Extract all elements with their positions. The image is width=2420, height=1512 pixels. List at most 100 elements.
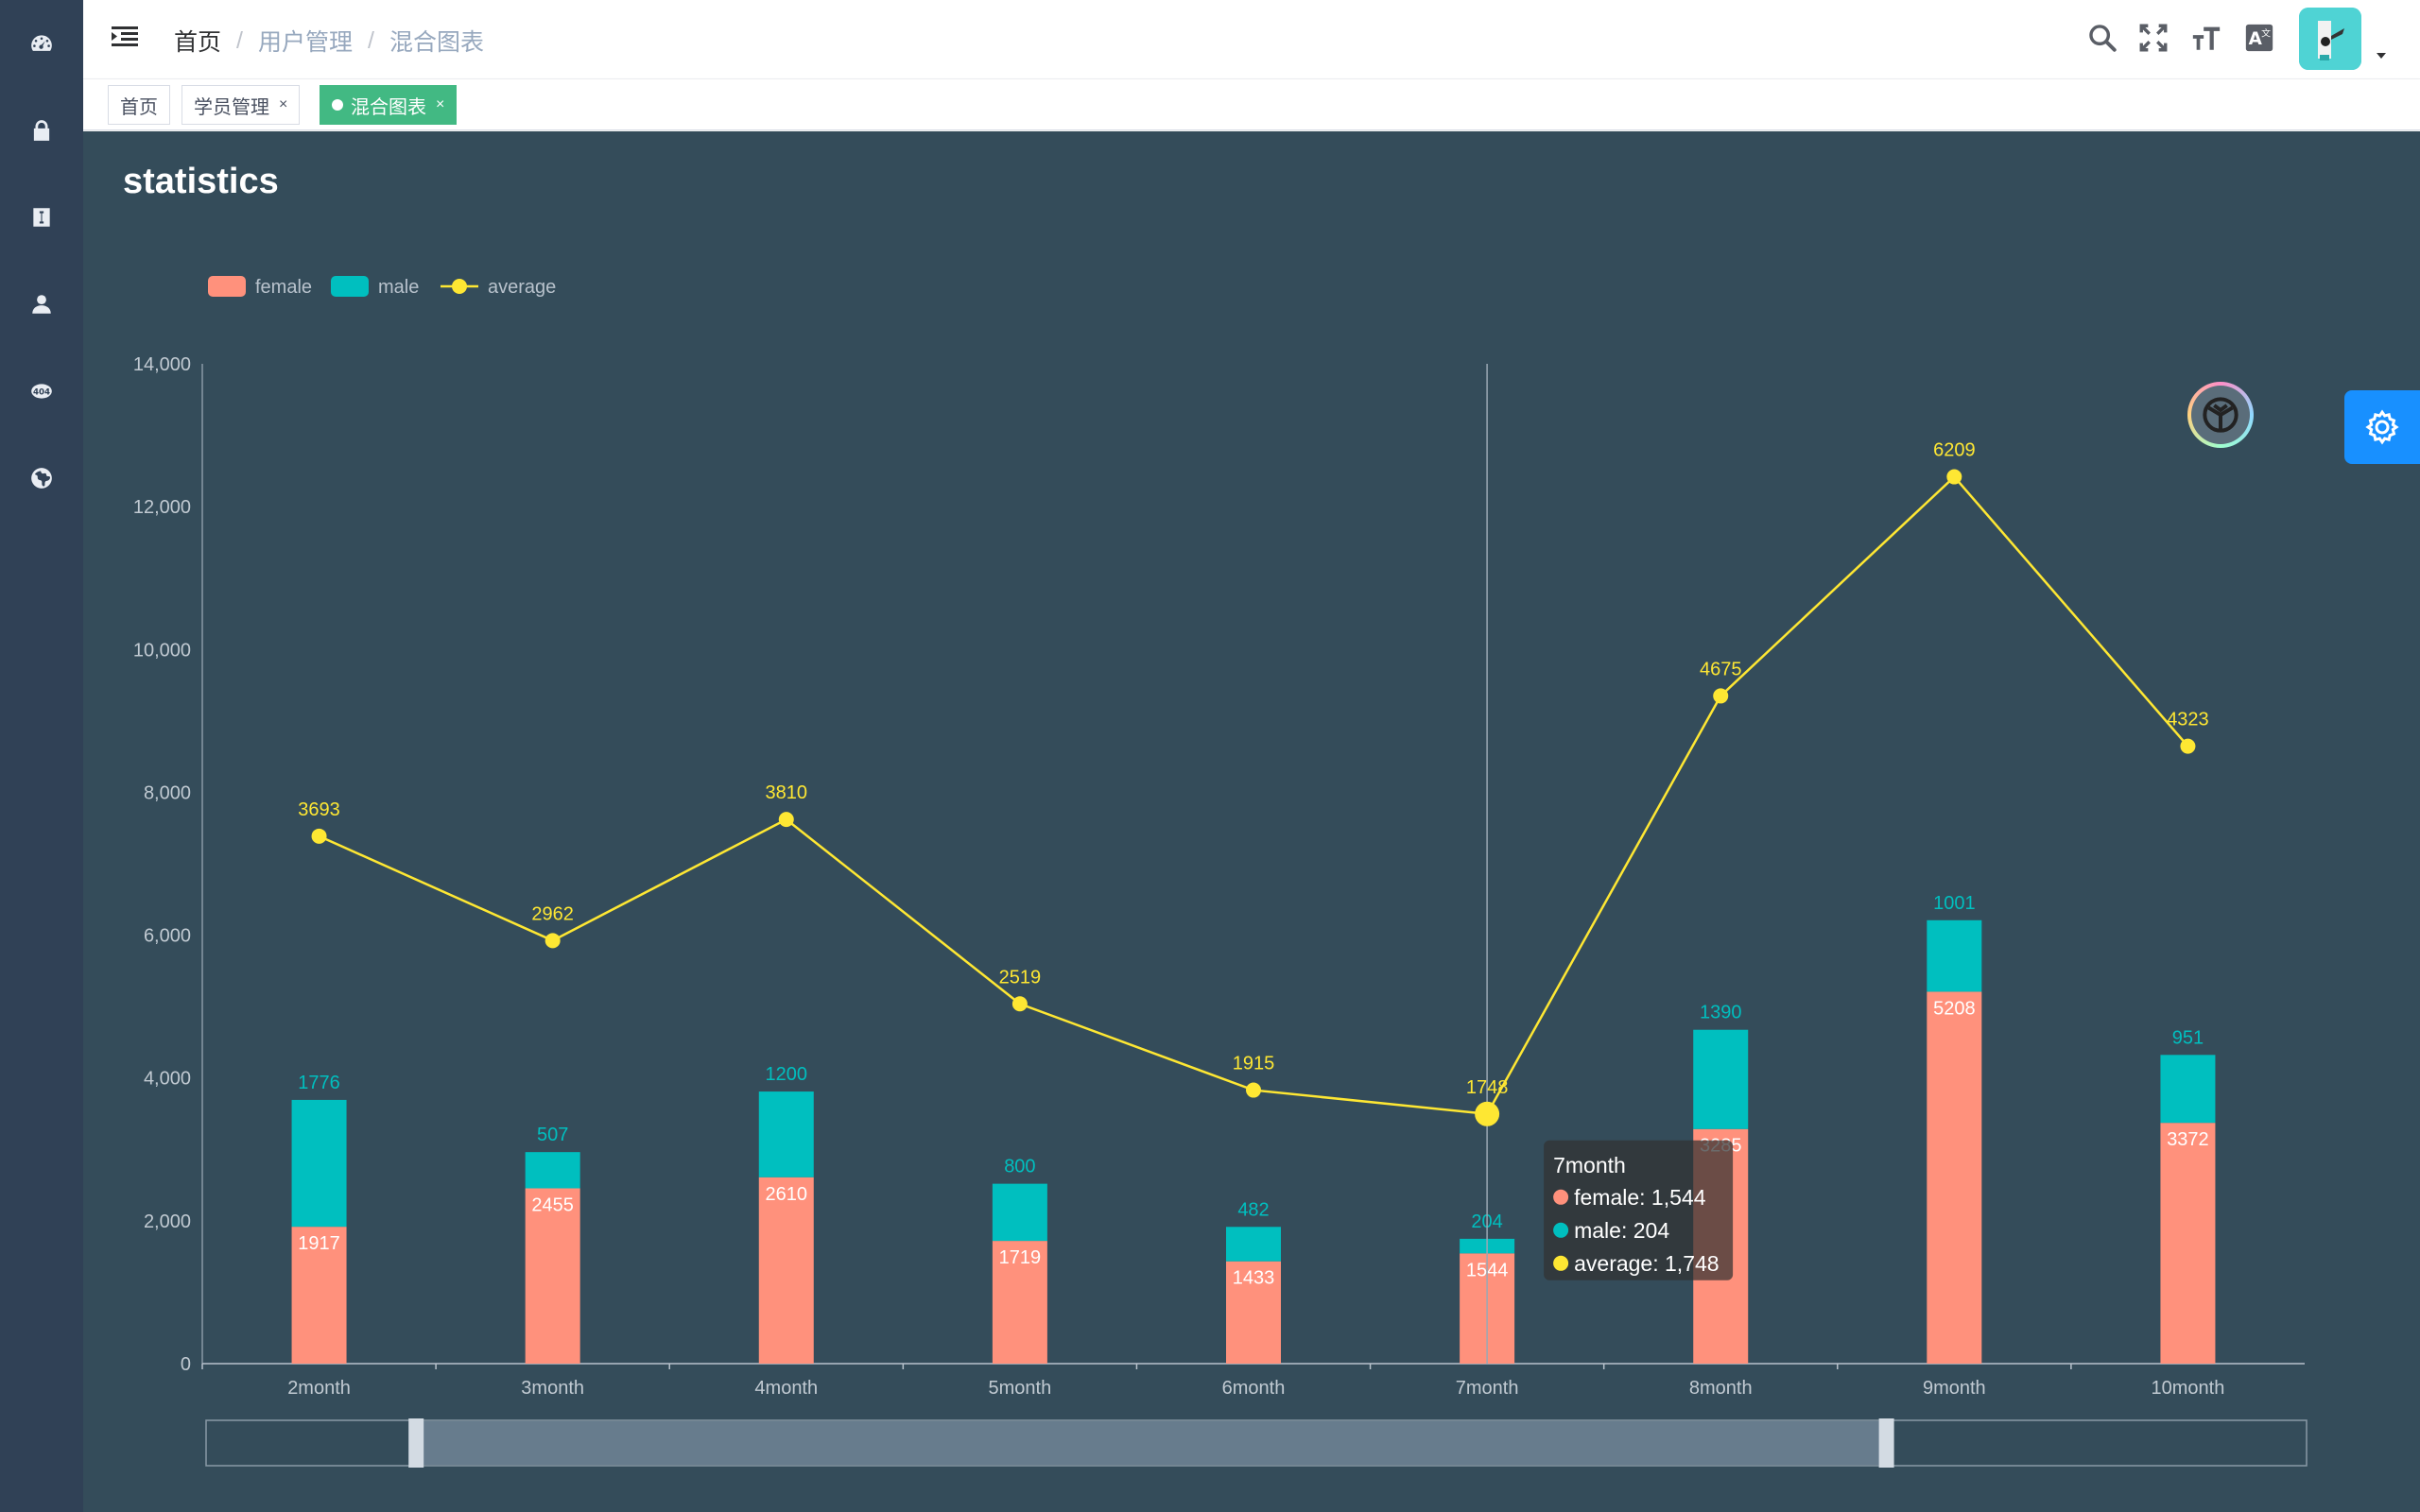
svg-text:A: A <box>2249 29 2263 49</box>
tooltip-row: male: 204 <box>1574 1218 1669 1243</box>
tooltip-row: female: 1,544 <box>1574 1185 1706 1210</box>
tag-label: 学员管理 <box>194 96 269 118</box>
legend-label-male: male <box>378 277 419 298</box>
bar-label-male: 1200 <box>766 1064 808 1085</box>
bar-female[interactable] <box>1927 991 1982 1364</box>
bar-label-male: 482 <box>1237 1199 1269 1220</box>
bar-label-male: 800 <box>1004 1157 1035 1177</box>
hamburger-icon[interactable] <box>108 21 142 55</box>
bar-label-female: 5208 <box>1933 998 1976 1019</box>
breadcrumb-separator: / <box>236 26 243 54</box>
average-point[interactable] <box>544 933 561 949</box>
legend-marker-average[interactable] <box>452 279 467 294</box>
datazoom-handle-right[interactable] <box>1878 1418 1894 1468</box>
average-point[interactable] <box>1246 1082 1261 1098</box>
tooltip-row: average: 1,748 <box>1574 1251 1719 1276</box>
breadcrumb-user-management[interactable]: 用户管理 <box>257 29 353 56</box>
y-tick-label: 4,000 <box>144 1069 191 1090</box>
tooltip-marker <box>1553 1222 1569 1238</box>
average-point[interactable] <box>2180 738 2196 754</box>
sidebar: 404 <box>0 0 83 1512</box>
tag-student-management[interactable]: 学员管理 × <box>182 85 301 125</box>
close-icon[interactable]: × <box>436 96 445 112</box>
average-point-label: 3693 <box>298 799 340 820</box>
mixed-chart[interactable]: female male average 0 2,000 4,000 6,000 8,000 10… <box>83 131 2420 1512</box>
breadcrumb: 首页 / 用户管理 / 混合图表 <box>174 24 484 58</box>
avatar[interactable] <box>2299 8 2361 70</box>
lock-icon[interactable] <box>23 112 60 149</box>
bar-female[interactable] <box>758 1177 814 1364</box>
y-tick-label: 14,000 <box>133 354 191 375</box>
breadcrumb-home[interactable]: 首页 <box>174 29 222 56</box>
bar-female[interactable] <box>291 1227 347 1364</box>
datazoom-track[interactable] <box>205 1419 2308 1467</box>
bar-label-male: 1776 <box>298 1073 340 1093</box>
user-icon[interactable] <box>23 285 60 323</box>
bar-female[interactable] <box>1226 1261 1281 1364</box>
chart-tooltip <box>1544 1140 1734 1280</box>
gear-icon <box>2365 409 2399 445</box>
bar-label-female: 2455 <box>531 1194 574 1215</box>
average-point[interactable] <box>1713 688 1729 704</box>
tooltip-marker <box>1553 1255 1569 1271</box>
y-tick-label: 2,000 <box>144 1211 191 1232</box>
tooltip-marker <box>1553 1189 1569 1205</box>
bar-male[interactable] <box>1693 1029 1749 1129</box>
breadcrumb-mixed-chart: 混合图表 <box>389 29 484 56</box>
datazoom-handle-left[interactable] <box>408 1418 424 1468</box>
chevron-down-icon[interactable] <box>2375 49 2388 62</box>
bar-male[interactable] <box>1226 1227 1281 1262</box>
x-tick-label: 4month <box>754 1378 818 1399</box>
average-point[interactable] <box>1011 996 1028 1012</box>
bar-male[interactable] <box>2160 1055 2216 1124</box>
average-line[interactable] <box>319 474 2189 1116</box>
datazoom-selected-range[interactable] <box>416 1421 1887 1465</box>
floating-logo-icon[interactable] <box>2187 382 2254 448</box>
bar-male[interactable] <box>291 1099 347 1228</box>
globe-icon[interactable] <box>23 459 60 497</box>
average-point[interactable] <box>1475 1101 1500 1126</box>
svg-text:404: 404 <box>33 387 50 397</box>
legend-swatch-female[interactable] <box>208 276 246 297</box>
average-point[interactable] <box>1946 469 1962 485</box>
font-size-icon[interactable] <box>2187 19 2225 57</box>
average-point-label: 1748 <box>1466 1077 1509 1098</box>
bar-male[interactable] <box>758 1091 814 1177</box>
bar-female[interactable] <box>992 1241 1047 1364</box>
tag-mixed-chart[interactable]: 混合图表 × <box>320 85 458 125</box>
average-point-label: 6209 <box>1933 440 1976 461</box>
average-point-label: 4675 <box>1700 659 1742 679</box>
x-tick-label: 8month <box>1689 1378 1753 1399</box>
bar-label-male: 507 <box>537 1125 568 1145</box>
fullscreen-icon[interactable] <box>2135 19 2172 57</box>
search-icon[interactable] <box>2083 19 2121 57</box>
bar-label-male: 951 <box>2172 1027 2204 1048</box>
document-icon[interactable] <box>23 198 60 236</box>
tag-label: 混合图表 <box>351 96 426 118</box>
bar-female[interactable] <box>2160 1123 2216 1364</box>
dashboard-icon[interactable] <box>23 25 60 62</box>
bar-label-female: 3372 <box>2167 1129 2209 1150</box>
tag-home[interactable]: 首页 <box>108 85 170 125</box>
average-point[interactable] <box>311 828 327 844</box>
svg-text:文: 文 <box>2261 27 2271 40</box>
main-content: statistics female male average 0 2,000 4,000 6… <box>83 131 2420 1512</box>
bar-male[interactable] <box>525 1152 580 1189</box>
tooltip-title: 7month <box>1553 1153 1626 1177</box>
bar-male[interactable] <box>1927 919 1982 992</box>
legend-label-average: average <box>488 277 556 298</box>
bar-label-male: 1001 <box>1933 893 1976 914</box>
breadcrumb-separator: / <box>367 26 374 54</box>
close-icon[interactable]: × <box>279 96 288 112</box>
bar-female[interactable] <box>525 1188 580 1364</box>
legend-swatch-male[interactable] <box>331 276 369 297</box>
average-point-label: 2519 <box>999 967 1042 988</box>
bar-male[interactable] <box>992 1183 1047 1242</box>
y-tick-label: 10,000 <box>133 640 191 661</box>
y-tick-label: 6,000 <box>144 926 191 947</box>
404-icon[interactable]: 404 <box>23 372 60 410</box>
settings-button[interactable] <box>2344 390 2420 464</box>
average-point[interactable] <box>778 812 794 828</box>
